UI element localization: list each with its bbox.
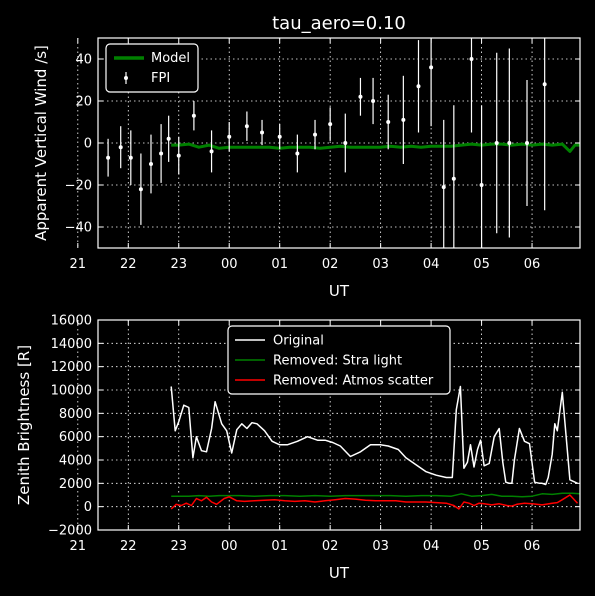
fpi-point (244, 124, 249, 129)
fpi-point (525, 141, 530, 145)
fpi-point (227, 134, 232, 139)
fpi-point (328, 122, 333, 127)
y-axis-label: Apparent Vertical Wind /s] (32, 45, 50, 241)
y-tick-label: 40 (75, 53, 92, 68)
fpi-point (209, 149, 214, 154)
y-tick-label: 8000 (59, 407, 92, 422)
fpi-point (386, 120, 391, 124)
x-tick-label: 06 (524, 539, 541, 554)
x-axis-label: UT (329, 282, 350, 300)
x-tick-label: 04 (423, 257, 440, 272)
y-tick-label: −2000 (48, 524, 92, 539)
x-tick-label: 02 (322, 539, 339, 554)
y-tick-label: 12000 (51, 360, 92, 375)
fpi-point (166, 136, 171, 141)
series-line-removed-stra-light (171, 492, 580, 498)
y-tick-label: 20 (75, 95, 92, 110)
x-tick-label: 03 (372, 257, 389, 272)
x-tick-label: 22 (120, 257, 137, 272)
y-tick-label: 16000 (51, 314, 92, 329)
y-tick-label: 14000 (51, 337, 92, 352)
fpi-point (358, 94, 363, 99)
x-tick-label: 23 (170, 539, 187, 554)
fpi-point (429, 65, 434, 70)
legend-label-fpi: FPI (151, 71, 170, 86)
plot-area-0: 21 22 23 00 01 02 03 04 05 06 −40 −20 0 20 40 Model FPI (65, 37, 581, 272)
x-tick-label: 06 (524, 257, 541, 272)
y-tick-label: −20 (65, 179, 92, 194)
fpi-point (260, 130, 265, 135)
chart-title: tau_aero=0.10 (272, 13, 406, 34)
legend-label-removed-atmos-scatter: Removed: Atmos scatter (273, 374, 434, 389)
x-tick-label: 05 (473, 257, 490, 272)
fpi-point (159, 151, 164, 156)
axes-frame (97, 319, 581, 531)
legend-frame (105, 43, 199, 93)
x-tick-label: 21 (70, 539, 87, 554)
x-tick-label: 00 (221, 539, 238, 554)
x-tick-label: 01 (271, 257, 288, 272)
fpi-point (469, 57, 474, 61)
fpi-point (118, 145, 123, 150)
fpi-point (313, 132, 318, 137)
x-tick-label: 02 (322, 257, 339, 272)
legend-label-removed-stra-light: Removed: Stra light (273, 354, 402, 369)
fpi-point (494, 141, 499, 145)
x-tick-label: 21 (70, 257, 87, 272)
fpi-point (401, 117, 406, 122)
y-axis-label: Zenith Brightness [R] (15, 345, 33, 505)
x-tick-label: 05 (473, 539, 490, 554)
legend: Original Removed: Stra light Removed: Atmo… (227, 325, 451, 395)
legend-swatch-fpi-point (124, 76, 128, 80)
fpi-point (148, 162, 153, 166)
y-tick-label: 0 (84, 137, 92, 152)
fpi-point (295, 151, 300, 156)
y-tick-label: 6000 (59, 430, 92, 445)
fpi-point (191, 113, 196, 118)
fpi-point (277, 134, 282, 139)
series-line-removed-atmos-scatter (170, 494, 579, 510)
x-tick-label: 00 (221, 257, 238, 272)
x-axis-label: UT (329, 564, 350, 582)
fpi-point (138, 187, 143, 192)
y-tick-label: 10000 (51, 384, 92, 399)
x-tick-label: 01 (271, 539, 288, 554)
y-tick-label: 0 (84, 500, 92, 515)
y-tick-label: 4000 (59, 454, 92, 469)
series-line-original (170, 385, 578, 486)
x-tick-label: 22 (120, 539, 137, 554)
fpi-point (343, 141, 348, 145)
fpi-point (128, 155, 133, 160)
plot-area-1: 21 22 23 00 01 02 03 04 05 06 −2000 0 2000 4000 6000 80… (48, 314, 581, 554)
y-tick-label: 2000 (59, 477, 92, 492)
fpi-point (416, 84, 421, 89)
series-group (170, 385, 580, 510)
x-tick-label: 23 (170, 257, 187, 272)
legend-frame (227, 325, 451, 395)
fpi-point (371, 99, 376, 103)
fpi-point (441, 185, 446, 190)
series-group (106, 38, 580, 248)
x-tick-label: 04 (423, 539, 440, 554)
x-tick-label: 03 (372, 539, 389, 554)
series-line-model (171, 142, 580, 153)
fpi-point (451, 176, 456, 181)
fpi-point (176, 153, 181, 158)
fpi-point (507, 141, 512, 145)
legend: Model FPI (105, 43, 199, 93)
legend-label-model: Model (151, 51, 190, 66)
fpi-point (106, 155, 111, 160)
legend-label-original: Original (273, 334, 324, 349)
y-tick-label: −40 (65, 221, 92, 236)
fpi-point (542, 82, 547, 87)
fpi-point (479, 183, 484, 187)
